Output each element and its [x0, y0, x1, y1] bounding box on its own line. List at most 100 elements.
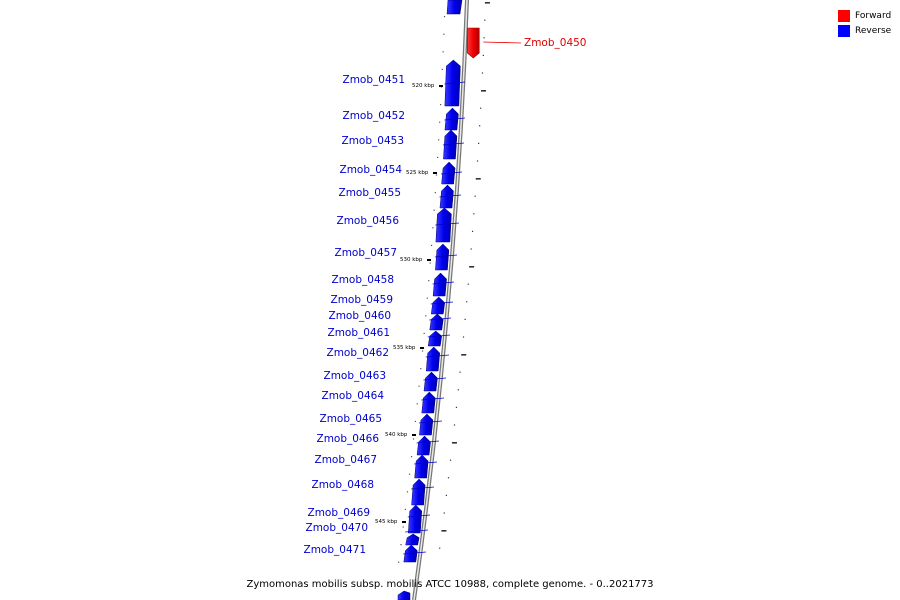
gene-zmob-0463[interactable]: Zmob_0463 — [324, 370, 447, 392]
gene-label[interactable]: Zmob_0460 — [329, 310, 391, 322]
gene-label[interactable]: Zmob_0459 — [331, 294, 393, 306]
scale-tick-mark — [433, 172, 437, 174]
gene-label[interactable]: Zmob_0458 — [332, 274, 394, 286]
scale-dot-left — [437, 156, 439, 158]
gene-arrow-reverse[interactable] — [430, 296, 446, 315]
gene-arrow-reverse[interactable] — [427, 330, 442, 347]
gene-zmob-0468[interactable]: Zmob_0468 — [312, 478, 435, 506]
reverse-swatch — [838, 24, 850, 37]
gene-label[interactable]: Zmob_0464 — [322, 390, 385, 402]
scale-dot-right — [445, 494, 447, 496]
gene-label[interactable]: Zmob_0466 — [317, 433, 380, 445]
scale-tick-mark — [412, 434, 416, 436]
scale-dot-left — [414, 420, 417, 422]
scale-dot-left — [402, 526, 404, 528]
gene-zmob-0459[interactable]: Zmob_0459 — [331, 294, 454, 315]
scale-dot-left — [406, 491, 409, 493]
gene-arrow-reverse[interactable] — [405, 533, 420, 546]
gene-label[interactable]: Zmob_0452 — [343, 110, 405, 122]
scale-dot-right — [473, 213, 475, 215]
gene-arrow-reverse[interactable] — [416, 435, 431, 456]
gene-label[interactable]: Zmob_0456 — [337, 215, 400, 227]
scale-tick: 535 kbp — [393, 345, 424, 351]
gene-label[interactable]: Zmob_0450 — [524, 37, 586, 49]
gene-zmob-0457[interactable]: Zmob_0457 — [335, 243, 458, 271]
scale-dot-right — [455, 406, 458, 408]
scale-tick: 545 kbp — [375, 519, 406, 525]
gene-label[interactable]: Zmob_0463 — [324, 370, 386, 382]
scale-tick-label: 530 kbp — [400, 257, 423, 263]
gene-label[interactable]: Zmob_0467 — [315, 454, 377, 466]
gene-label[interactable]: Zmob_0461 — [328, 327, 390, 339]
scale-tick: 520 kbp — [412, 83, 443, 89]
gene-label[interactable]: Zmob_0453 — [342, 135, 404, 147]
gene-label[interactable]: Zmob_0455 — [339, 187, 401, 199]
scale-dot-right — [484, 2, 490, 4]
scale-dot-right — [449, 459, 452, 461]
scale-dot-left — [440, 104, 442, 106]
gene-arrow-reverse[interactable] — [419, 413, 434, 436]
scale-tick-mark — [439, 85, 443, 87]
gene-arrow-reverse[interactable] — [423, 371, 438, 392]
gene-label[interactable]: Zmob_0468 — [312, 479, 374, 491]
gene-arrow-reverse[interactable] — [414, 454, 429, 479]
gene-zmob-0452[interactable]: Zmob_0452 — [343, 107, 466, 131]
forward-swatch — [838, 9, 850, 22]
gene-label[interactable]: Zmob_0469 — [308, 507, 370, 519]
gene-arrow-reverse[interactable] — [435, 243, 450, 271]
gene-zmob-0453[interactable]: Zmob_0453 — [342, 129, 465, 160]
gene-leader-line — [439, 194, 462, 198]
gene-leader-line — [434, 254, 458, 258]
gene-zmob-0454[interactable]: Zmob_0454 — [340, 161, 463, 185]
scale-tick: 540 kbp — [385, 432, 416, 438]
gene-zmob-0462[interactable]: Zmob_0462 — [327, 346, 450, 372]
scale-dot-right — [481, 72, 484, 74]
gene-zmob-0460[interactable]: Zmob_0460 — [329, 310, 452, 331]
gene-leader-line — [414, 461, 438, 465]
gene-zmob-0464[interactable]: Zmob_0464 — [322, 390, 445, 414]
legend-forward: Forward — [838, 8, 891, 23]
gene-leader-line — [430, 301, 454, 305]
gene-arrow-reverse[interactable] — [411, 478, 426, 506]
gene-leader-line — [483, 41, 522, 44]
gene-zmob-0455[interactable]: Zmob_0455 — [339, 184, 462, 209]
gene-arrow-reverse[interactable] — [435, 207, 452, 243]
gene-zmob-0469[interactable]: Zmob_0469 — [308, 504, 431, 534]
gene-zmob-0465[interactable]: Zmob_0465 — [320, 413, 443, 436]
scale-dot-left — [429, 262, 431, 264]
gene-leader-line — [441, 171, 463, 175]
scale-tick-label: 540 kbp — [385, 432, 408, 438]
gene-label[interactable]: Zmob_0471 — [304, 544, 366, 556]
gene-arrow-reverse[interactable] — [429, 313, 444, 331]
gene-zmob-0466[interactable]: Zmob_0466 — [317, 433, 440, 456]
gene-leader-line — [442, 142, 465, 146]
scale-dot-right — [478, 142, 480, 144]
gene-zmob-0451[interactable]: Zmob_0451 — [343, 59, 466, 107]
gene-zmob-0471[interactable]: Zmob_0471 — [304, 544, 427, 563]
scale-dot-left — [426, 297, 428, 299]
gene-label[interactable]: Zmob_0454 — [340, 164, 403, 176]
scale-dot-right — [457, 389, 459, 391]
gene-leader-line — [416, 440, 440, 444]
gene-label[interactable]: Zmob_0470 — [306, 522, 368, 534]
gene-zmob-0458[interactable]: Zmob_0458 — [332, 272, 455, 297]
gene-arrow-reverse[interactable] — [432, 272, 447, 297]
gene-zmob-0450[interactable]: Zmob_0450 — [466, 27, 586, 59]
scale-dot-left — [432, 227, 434, 229]
scale-dot-left — [441, 68, 443, 70]
gene-label[interactable]: Zmob_0462 — [327, 347, 389, 359]
gene-leader-line — [407, 514, 431, 518]
gene-zmob-0456[interactable]: Zmob_0456 — [337, 207, 460, 243]
gene-arrow-reverse[interactable] — [421, 391, 436, 414]
gene-label[interactable]: Zmob_0465 — [320, 413, 382, 425]
gene-label[interactable]: Zmob_0457 — [335, 247, 397, 259]
gene-zmob-0467[interactable]: Zmob_0467 — [315, 454, 438, 479]
scale-dot-right — [441, 530, 447, 532]
gene-arrow-reverse[interactable] — [408, 504, 423, 534]
scale-dot-right — [462, 336, 465, 338]
gene-zmob-0470[interactable]: Zmob_0470 — [306, 522, 429, 546]
gene-arrow-forward[interactable] — [466, 27, 480, 59]
gene-arrow-reverse[interactable] — [425, 346, 440, 372]
gene-zmob-0461[interactable]: Zmob_0461 — [328, 327, 451, 347]
gene-label[interactable]: Zmob_0451 — [343, 74, 405, 86]
